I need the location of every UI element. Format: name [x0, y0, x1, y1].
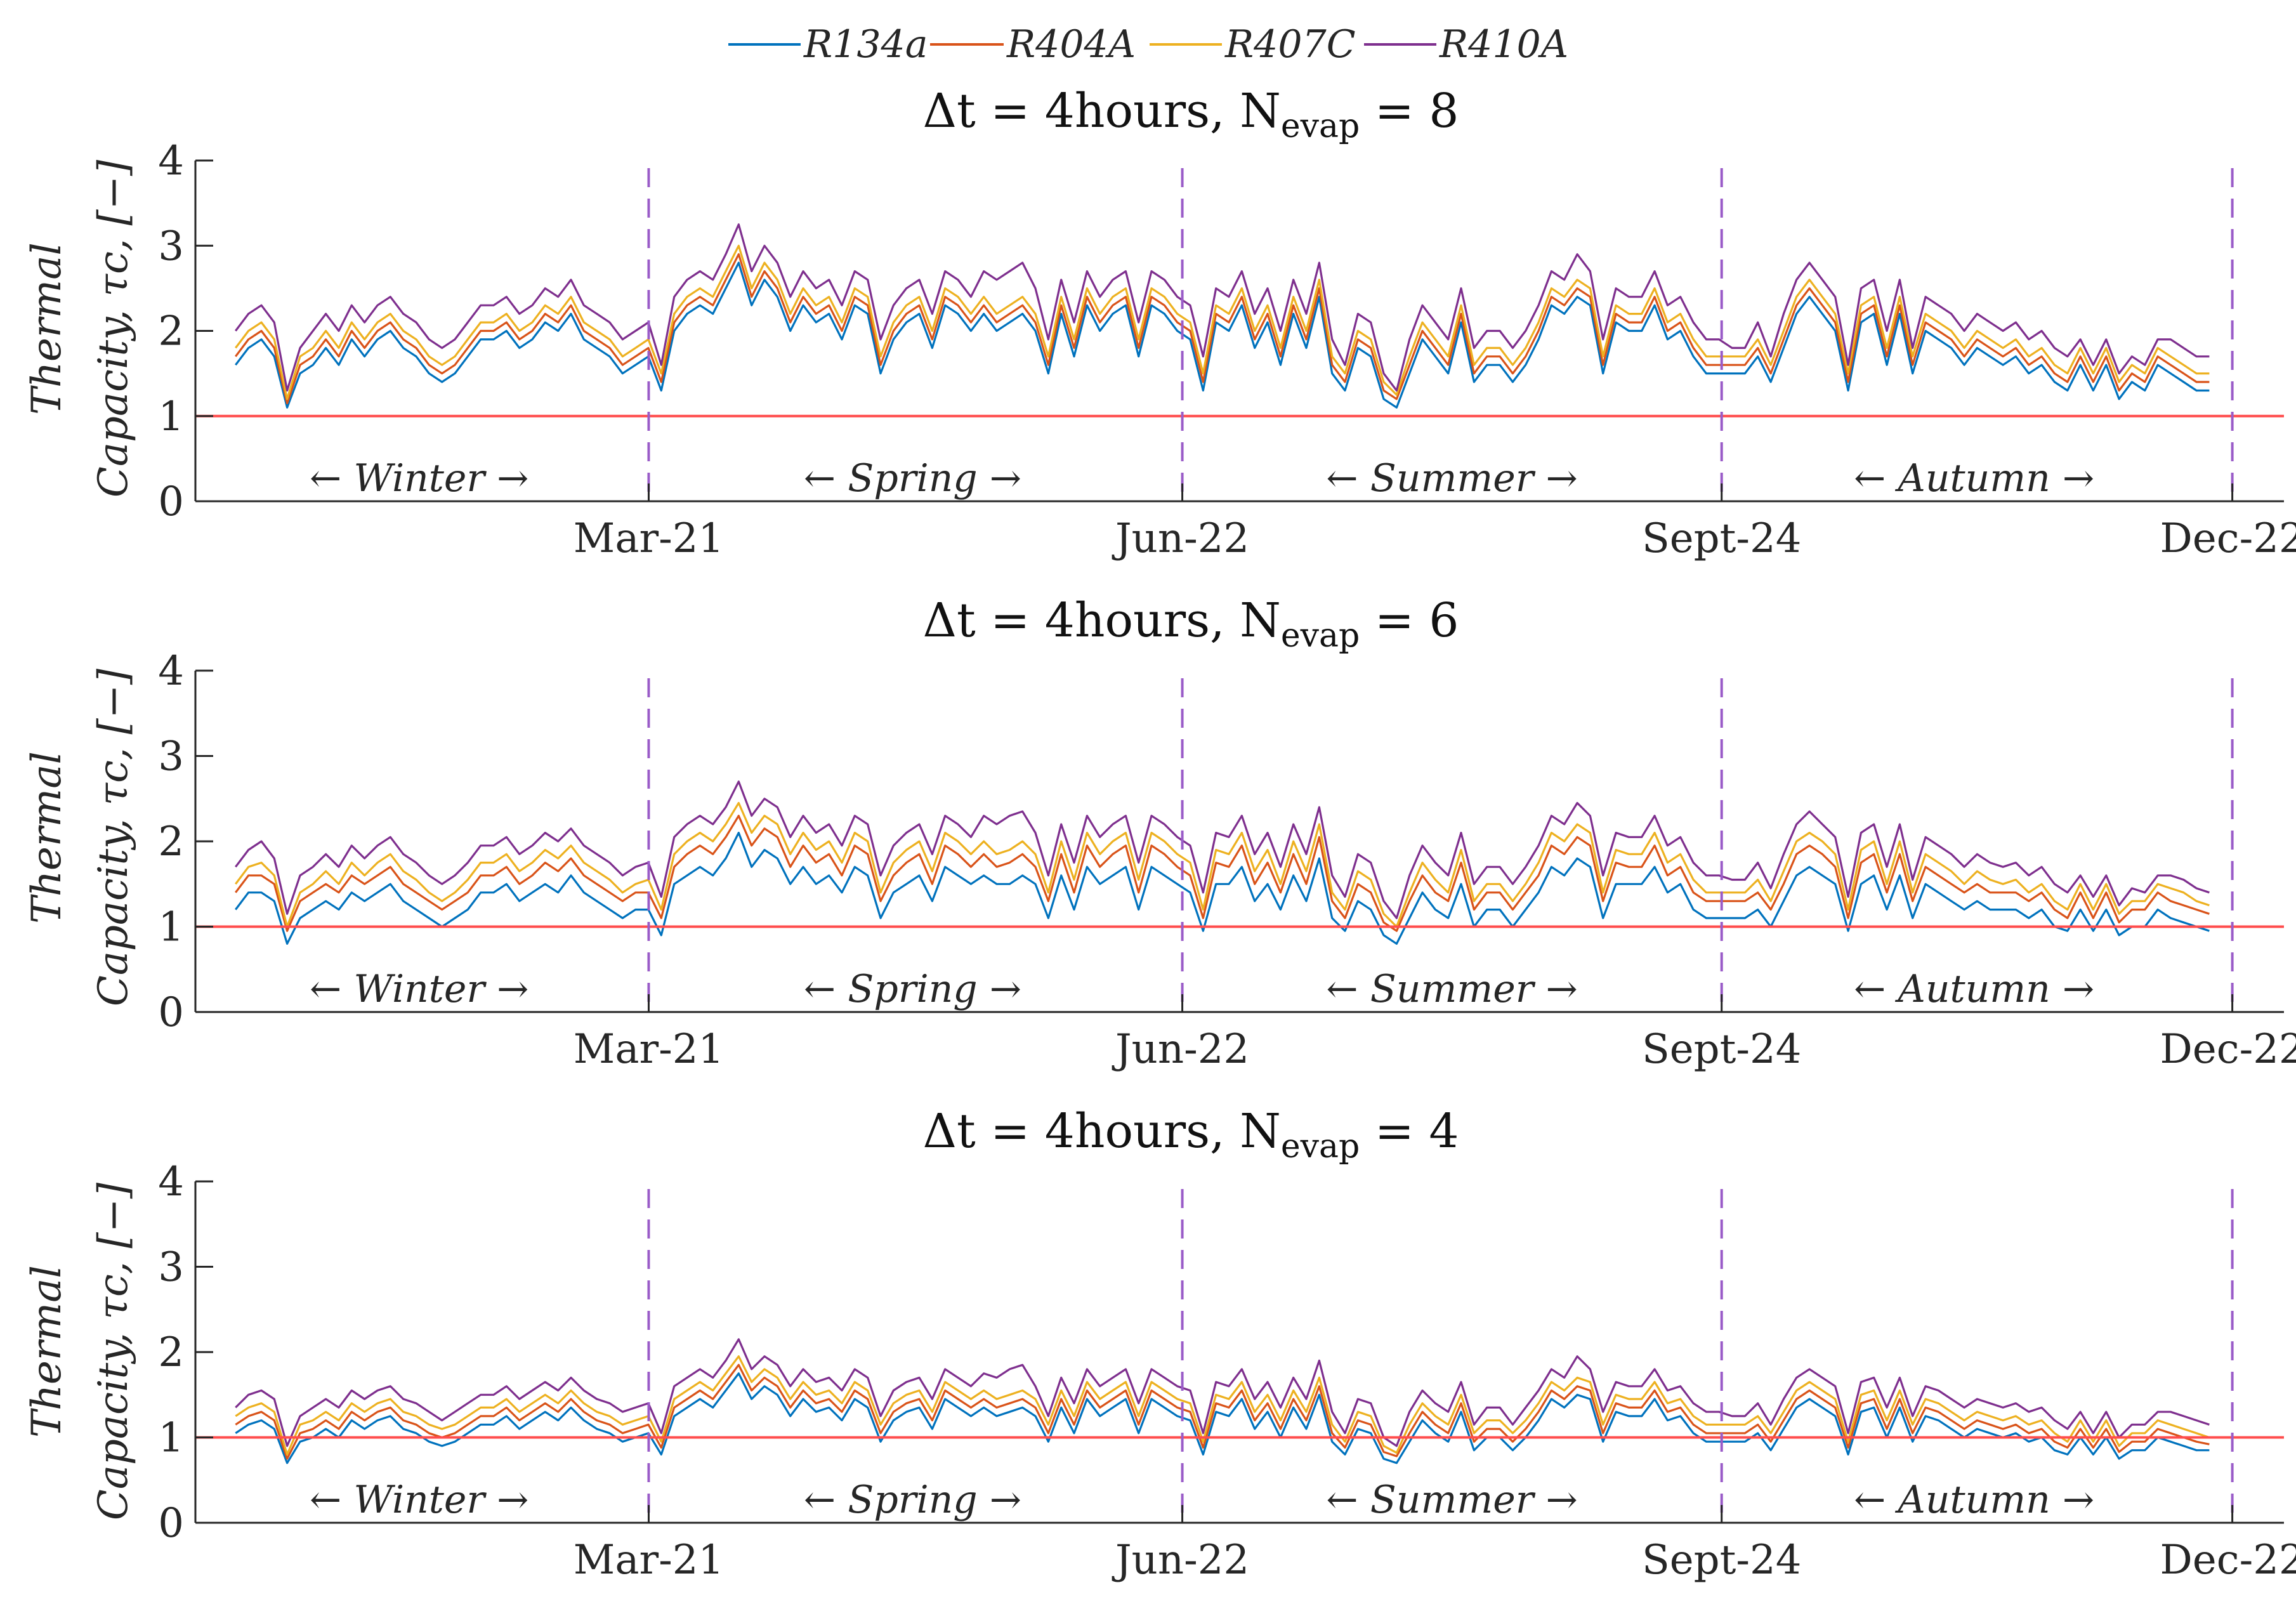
season-label: ← Winter → [310, 967, 528, 1011]
series-line-r134a [235, 1372, 2210, 1464]
series-line-r134a [235, 831, 2210, 945]
season-label: ← Summer → [1326, 1478, 1577, 1522]
y-tick-label: 1 [158, 1415, 184, 1462]
season-label: ← Autumn → [1854, 1478, 2094, 1522]
season-label: ← Summer → [1326, 456, 1577, 501]
subplot-nevap-6: Δt = 4hours, Nevap = 6 Thermal Capacity,… [23, 593, 2296, 1073]
x-tick-label: Jun-22 [1112, 1537, 1249, 1584]
subplot-title-prefix: Δt = 4hours, N [923, 593, 1281, 648]
subplot-title-prefix: Δt = 4hours, N [923, 1104, 1281, 1159]
y-tick-label: 0 [158, 989, 184, 1036]
subplot-title-suffix: = 8 [1360, 84, 1459, 138]
season-label: ← Autumn → [1854, 456, 2094, 501]
y-axis-label-line2: Capacity, τc, [−] [90, 159, 137, 497]
y-tick-label: 2 [158, 818, 184, 865]
series-line-r134a [235, 261, 2210, 409]
y-tick-label: 4 [158, 1159, 184, 1206]
subplot-title-sub: evap [1281, 107, 1360, 145]
legend-entry-r404a: R404A [930, 22, 1136, 67]
legend-entry-r410a: R410A [1364, 22, 1568, 67]
subplot-title: Δt = 4hours, Nevap = 8 [923, 84, 1459, 145]
y-tick-label: 3 [158, 223, 184, 270]
legend-entry-r134a: R134a [728, 22, 928, 67]
subplot-title: Δt = 4hours, Nevap = 6 [923, 593, 1459, 655]
x-tick-label: Jun-22 [1112, 1026, 1249, 1073]
y-tick-label: 4 [158, 138, 184, 185]
series-line-r407c [235, 244, 2210, 400]
x-tick-label: Mar-21 [574, 1026, 724, 1073]
series-line-r407c [235, 1355, 2210, 1456]
series-line-r404a [235, 1364, 2210, 1460]
y-tick-label: 2 [158, 1329, 184, 1376]
series-line-r407c [235, 801, 2210, 928]
plot-area: 0 1 2 3 4 Mar-21 Jun-22 Sept-24 Dec-22 ← Winter →… [158, 1159, 2296, 1584]
season-label: ← Spring → [804, 1478, 1021, 1522]
x-tick-label: Sept-24 [1642, 1026, 1801, 1073]
x-tick-label: Dec-22 [2160, 1537, 2296, 1584]
x-tick-label: Mar-21 [574, 1537, 724, 1584]
y-tick-label: 0 [158, 478, 184, 525]
season-label: ← Winter → [310, 456, 528, 501]
season-label: ← Spring → [804, 967, 1021, 1011]
subplot-nevap-8: Δt = 4hours, Nevap = 8 Thermal Capacity,… [23, 84, 2296, 562]
series-line-r404a [235, 815, 2210, 932]
legend-label-r134a: R134a [803, 22, 928, 67]
subplot-title-sub: evap [1281, 1127, 1360, 1166]
season-label: ← Autumn → [1854, 967, 2094, 1011]
x-tick-label: Dec-22 [2160, 1026, 2296, 1073]
y-tick-label: 3 [158, 1244, 184, 1291]
x-tick-label: Jun-22 [1112, 515, 1249, 562]
legend-label-r407c: R407C [1224, 22, 1356, 67]
subplot-title-sub: evap [1281, 617, 1360, 655]
x-tick-label: Sept-24 [1642, 1537, 1801, 1584]
legend-label-r404a: R404A [1006, 22, 1136, 67]
y-tick-label: 1 [158, 393, 184, 440]
subplot-title-suffix: = 6 [1360, 593, 1459, 648]
subplot-title-suffix: = 4 [1360, 1104, 1459, 1159]
series-line-r410a [235, 223, 2210, 392]
x-tick-label: Dec-22 [2160, 515, 2296, 562]
y-tick-label: 0 [158, 1500, 184, 1547]
y-axis-label-line2: Capacity, τc, [−] [90, 1182, 137, 1520]
y-tick-label: 3 [158, 733, 184, 780]
x-tick-label: Sept-24 [1642, 515, 1801, 562]
y-axis-label-line1: Thermal [23, 1265, 70, 1438]
subplot-nevap-4: Δt = 4hours, Nevap = 4 Thermal Capacity,… [23, 1104, 2296, 1584]
y-axis-label-line1: Thermal [23, 242, 70, 415]
y-axis-label-line2: Capacity, τc, [−] [90, 668, 137, 1006]
y-axis-label-line1: Thermal [23, 751, 70, 924]
y-tick-label: 2 [158, 308, 184, 355]
y-tick-label: 4 [158, 648, 184, 695]
series-line-r404a [235, 253, 2210, 405]
legend-label-r410a: R410A [1439, 22, 1568, 67]
plot-area: 0 1 2 3 4 Mar-21 Jun-22 Sept-24 Dec-22 ← Winter →… [158, 648, 2296, 1073]
season-label: ← Winter → [310, 1478, 528, 1522]
y-tick-label: 1 [158, 904, 184, 951]
series-line-r410a [235, 1338, 2210, 1447]
x-tick-label: Mar-21 [574, 515, 724, 562]
season-label: ← Summer → [1326, 967, 1577, 1011]
plot-area: 0 1 2 3 4 Mar-21 Jun-22 Sept-24 Dec-22 ← Winter →… [158, 138, 2296, 562]
legend: R134a R404A R407C R410A [728, 22, 1568, 67]
season-label: ← Spring → [804, 456, 1021, 501]
series-line-r410a [235, 780, 2210, 919]
subplot-title: Δt = 4hours, Nevap = 4 [923, 1104, 1459, 1166]
subplot-title-prefix: Δt = 4hours, N [923, 84, 1281, 138]
legend-entry-r407c: R407C [1150, 22, 1356, 67]
